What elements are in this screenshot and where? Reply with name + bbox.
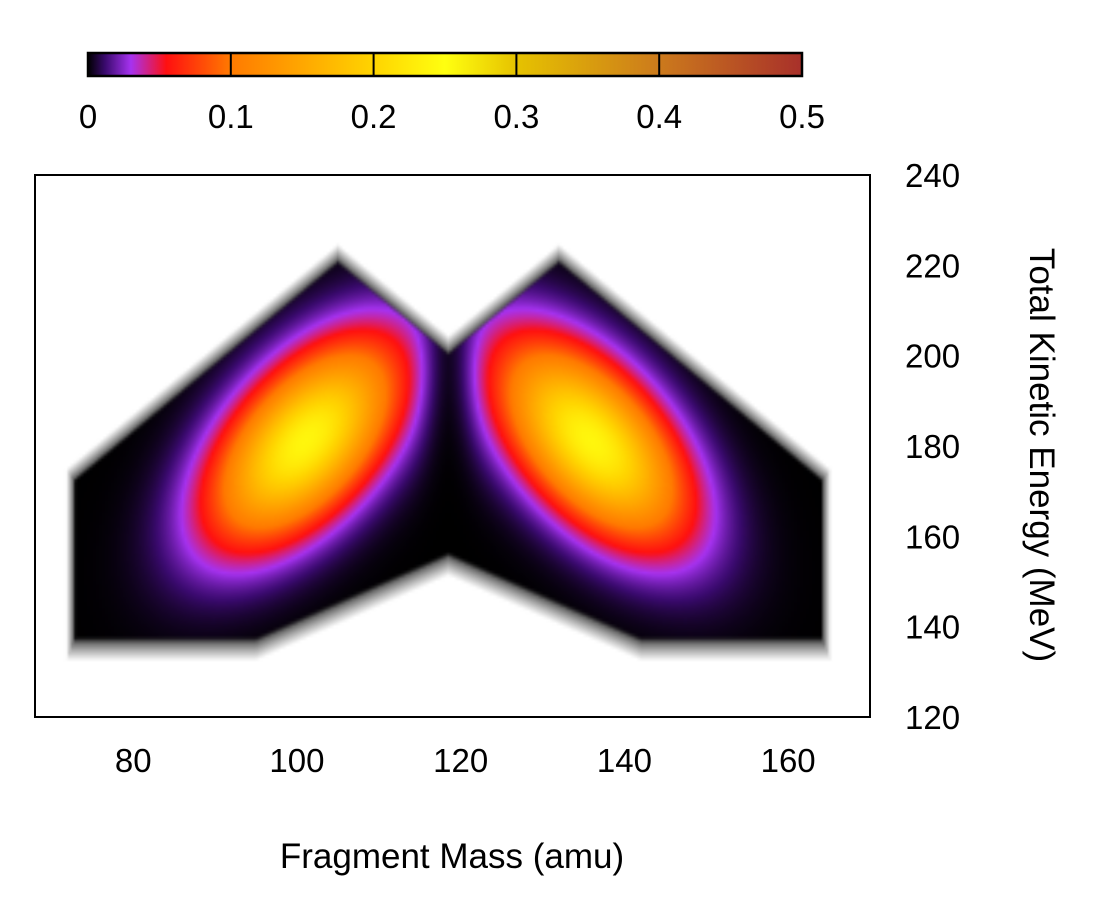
- colorbar-tick-label: 0.1: [208, 98, 254, 135]
- x-tick-label: 100: [269, 742, 324, 779]
- y-tick-label: 200: [905, 338, 960, 375]
- y-tick-label: 180: [905, 428, 960, 465]
- x-tick-label: 140: [597, 742, 652, 779]
- plot-area: [34, 174, 871, 718]
- y-axis-label: Total Kinetic Energy (MeV): [1022, 248, 1061, 662]
- x-axis-tick-labels: 80 100 120 140 160: [115, 742, 816, 779]
- x-tick-label: 120: [433, 742, 488, 779]
- heatmap-image: [35, 175, 870, 717]
- colorbar-ticks: [229, 53, 661, 76]
- y-tick-label: 160: [905, 518, 960, 555]
- y-tick-label: 140: [905, 609, 960, 646]
- colorbar-tick-label: 0.5: [779, 98, 825, 135]
- x-tick-label: 80: [115, 742, 152, 779]
- x-tick-label: 160: [761, 742, 816, 779]
- y-tick-label: 240: [905, 157, 960, 194]
- colorbar: 0 0.1 0.2 0.3 0.4 0.5: [79, 51, 825, 135]
- y-tick-label: 220: [905, 247, 960, 284]
- y-tick-label: 120: [905, 699, 960, 736]
- colorbar-tick-label: 0.3: [493, 98, 539, 135]
- plot-frame: [34, 174, 871, 718]
- colorbar-tick-labels: 0 0.1 0.2 0.3 0.4 0.5: [79, 98, 825, 135]
- colorbar-tick-label: 0: [79, 98, 97, 135]
- colorbar-scale: [86, 51, 804, 78]
- x-axis-label: Fragment Mass (amu): [280, 837, 624, 876]
- y-axis-tick-labels: 120 140 160 180 200 220 240: [905, 157, 960, 736]
- colorbar-tick-label: 0.4: [636, 98, 682, 135]
- colorbar-tick-label: 0.2: [351, 98, 397, 135]
